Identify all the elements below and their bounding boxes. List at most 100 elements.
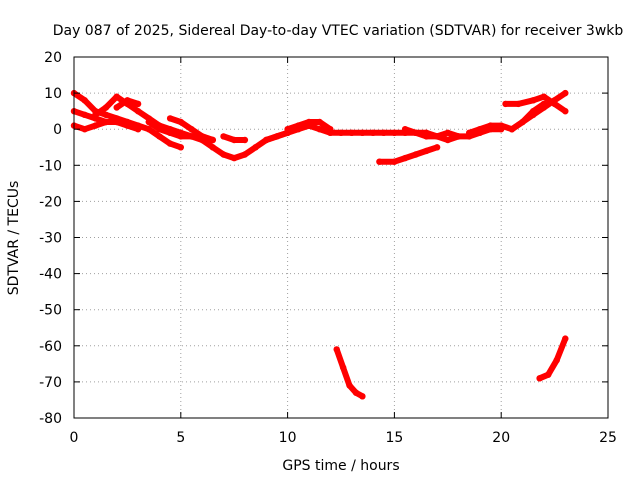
data-point <box>316 126 323 133</box>
data-point <box>391 158 398 165</box>
data-point <box>177 118 184 126</box>
series-track-11 <box>333 346 366 400</box>
data-point <box>305 118 313 126</box>
data-point <box>102 118 110 126</box>
data-point <box>401 154 409 162</box>
data-point <box>487 122 494 129</box>
x-tick-label: 25 <box>599 430 617 446</box>
data-point <box>536 375 543 382</box>
data-point <box>508 126 516 133</box>
data-point <box>295 122 302 129</box>
y-tick-label: -70 <box>39 375 62 391</box>
axis-ticks: 0 5 10 15 20 25 20 10 0 -10 -20 -30 -40 -50 -60 -70 -80 <box>39 50 617 446</box>
series-track-3 <box>71 119 109 133</box>
y-axis-label: SDTVAR / TECUs <box>6 181 22 296</box>
data-point <box>412 129 419 136</box>
data-point <box>498 122 505 129</box>
y-tick-label: -50 <box>39 303 62 319</box>
x-tick-label: 5 <box>176 430 185 446</box>
data-point <box>199 133 206 140</box>
data-point <box>220 151 227 158</box>
data-point <box>252 144 259 151</box>
data-point <box>530 108 537 115</box>
data-point <box>380 129 387 136</box>
data-point <box>337 129 345 136</box>
data-point <box>241 136 249 144</box>
data-point <box>81 111 88 119</box>
data-point <box>92 111 99 119</box>
y-tick-label: 10 <box>44 86 62 102</box>
y-tick-label: -40 <box>39 267 62 283</box>
x-tick-label: 0 <box>70 430 79 446</box>
data-point <box>433 133 441 140</box>
y-tick-label: -20 <box>39 194 62 210</box>
data-point <box>455 133 462 140</box>
data-point <box>551 100 558 108</box>
data-point <box>81 126 88 133</box>
data-point <box>562 335 569 342</box>
data-point <box>423 147 430 155</box>
data-point <box>553 357 560 364</box>
data-point <box>166 115 174 122</box>
data-point <box>188 126 195 133</box>
data-point <box>166 140 174 147</box>
data-point <box>540 93 548 100</box>
x-axis-label: GPS time / hours <box>282 458 399 474</box>
data-point <box>502 100 509 108</box>
data-point <box>444 136 451 144</box>
data-point <box>359 393 366 400</box>
data-point <box>530 97 537 104</box>
data-point <box>113 104 120 111</box>
data-series <box>70 89 569 400</box>
data-point <box>263 136 270 144</box>
data-point <box>316 118 323 126</box>
data-point <box>102 111 110 119</box>
series-track-17 <box>536 335 569 382</box>
data-point <box>231 136 238 144</box>
data-point <box>412 151 419 158</box>
data-point <box>466 129 473 136</box>
y-tick-label: 20 <box>44 50 62 66</box>
data-point <box>81 97 88 104</box>
data-point <box>348 129 355 136</box>
data-point <box>476 126 483 133</box>
data-point <box>391 129 398 136</box>
data-point <box>273 133 281 140</box>
data-point <box>359 129 366 136</box>
x-tick-label: 10 <box>279 430 297 446</box>
data-point <box>352 389 360 396</box>
data-point <box>327 126 334 133</box>
data-point <box>145 118 152 126</box>
y-tick-label: 0 <box>53 122 62 138</box>
data-point <box>209 144 216 151</box>
data-point <box>177 133 184 140</box>
grid-lines <box>74 57 608 418</box>
data-point <box>519 118 526 126</box>
y-tick-label: -60 <box>39 339 62 355</box>
data-point <box>562 108 569 115</box>
data-point <box>545 371 552 378</box>
x-tick-label: 20 <box>492 430 510 446</box>
data-point <box>188 133 195 140</box>
data-point <box>220 133 227 140</box>
data-point <box>284 126 291 133</box>
data-point <box>562 89 569 97</box>
data-point <box>102 104 110 111</box>
y-tick-label: -10 <box>39 158 62 174</box>
data-point <box>423 129 430 136</box>
y-tick-label: -80 <box>39 411 62 427</box>
data-point <box>346 382 353 389</box>
data-point <box>134 108 142 115</box>
data-point <box>145 126 152 133</box>
data-point <box>540 100 548 108</box>
x-tick-label: 15 <box>385 430 403 446</box>
data-point <box>333 346 340 353</box>
data-point <box>369 129 377 136</box>
data-point <box>113 118 120 126</box>
data-point <box>124 97 131 104</box>
data-point <box>134 126 142 133</box>
data-point <box>166 129 174 136</box>
series-track-16 <box>508 100 547 133</box>
data-point <box>124 122 131 129</box>
